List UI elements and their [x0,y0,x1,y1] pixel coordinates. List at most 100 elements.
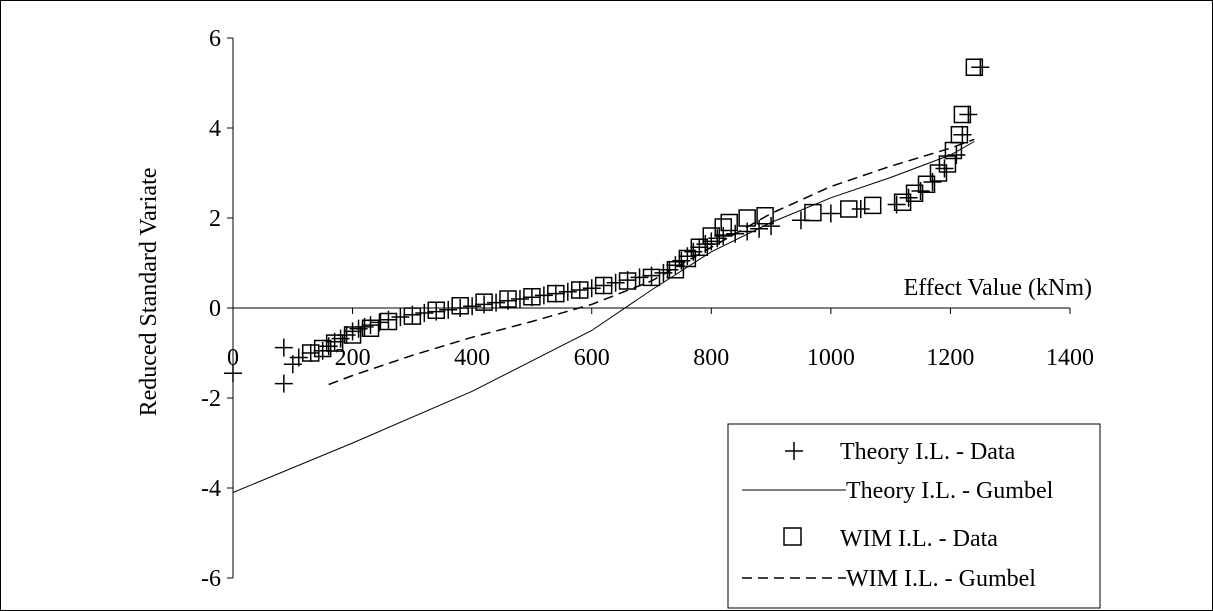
square-marker [666,261,685,279]
series-line [328,138,975,386]
plus-marker [899,188,918,207]
square-marker [905,184,924,202]
square-marker [953,105,972,124]
square-marker [475,293,493,311]
plus-marker [274,338,293,357]
legend-item-theory-gumbel: Theory I.L. - Gumbel [742,478,1054,504]
plus-marker [289,348,308,367]
plus-marker [762,217,781,236]
plus-marker [594,276,613,295]
series-3 [328,138,975,386]
square-marker [451,297,469,315]
square-marker [738,209,756,227]
square-marker [618,272,637,290]
plus-marker [558,282,577,301]
plus-marker [546,284,565,303]
square-marker [313,339,332,358]
square-marker [893,193,912,211]
legend-item-theory-data: Theory I.L. - Data [785,439,1016,465]
square-marker [917,175,936,193]
legend: Theory I.L. - Data Theory I.L. - Gumbel … [727,423,1101,609]
plus-marker [953,125,972,144]
series-line [232,141,975,493]
x-tick-label: 600 [574,345,610,371]
square-marker [403,307,422,325]
square-marker [690,238,709,256]
square-marker [720,213,738,232]
square-marker [361,319,380,337]
x-tick-label: 1200 [926,345,974,371]
square-marker [594,276,613,295]
square-marker [678,249,697,268]
plus-marker [522,288,541,307]
square-marker [547,284,565,303]
y-tick-label: 0 [209,296,221,322]
square-marker [571,281,589,299]
series-2 [301,58,984,362]
plus-marker [415,303,434,322]
legend-label-theory-gumbel: Theory I.L. - Gumbel [846,478,1054,504]
y-tick-label: 6 [209,26,221,52]
legend-label-wim-data: WIM I.L. - Data [840,526,998,552]
square-marker [702,227,721,245]
y-tick-label: -2 [201,386,221,412]
square-marker [863,196,882,215]
x-tick-label: 200 [335,345,371,371]
plus-marker [439,300,458,319]
plus-marker [487,293,506,312]
plus-marker [570,281,589,299]
series-0 [224,58,990,393]
square-marker-icon [783,527,802,546]
series-1 [232,141,975,493]
square-marker [523,288,541,306]
square-marker [840,200,858,218]
plus-marker [959,105,978,124]
square-marker [804,203,822,222]
plus-marker [618,271,637,290]
y-tick-label: -6 [201,566,221,592]
series-layer [224,58,990,493]
plus-marker [534,286,553,305]
square-marker [343,326,362,344]
square-marker [756,207,774,225]
square-marker [379,312,398,331]
square-marker [950,126,969,144]
y-tick-label: 4 [209,116,221,142]
plus-marker [463,297,482,316]
plus-marker [935,159,954,178]
x-tick-label: 0 [227,345,239,371]
square-marker [325,334,344,352]
plus-marker [630,268,649,287]
square-marker [929,164,948,182]
square-marker [499,290,517,308]
plus-marker [851,200,870,218]
square-marker [301,344,320,362]
plus-marker-icon [785,442,803,460]
plus-marker [821,204,840,223]
plus-marker [510,290,529,308]
plus-marker [370,313,389,332]
y-axis-title: Reduced Standard Variate [136,168,162,417]
square-marker [427,301,446,319]
plus-marker [391,308,410,326]
legend-label-theory-data: Theory I.L. - Data [840,439,1016,465]
legend-label-wim-gumbel: WIM I.L. - Gumbel [846,566,1036,592]
plus-marker [301,344,320,362]
x-tick-label: 1400 [1046,345,1094,371]
x-tick-label: 400 [454,345,490,371]
labels-layer: Effect Value (kNm) Reduced Standard Vari… [136,168,1092,417]
legend-item-wim-gumbel: WIM I.L. - Gumbel [742,566,1036,592]
plus-marker [971,58,990,77]
plus-marker [606,273,625,292]
y-tick-label: -4 [201,476,221,502]
plus-marker [361,316,380,335]
square-marker [714,218,732,236]
y-tick-label: 2 [209,206,221,232]
square-marker [938,155,957,173]
plus-marker [582,279,601,298]
plus-marker [274,374,293,393]
legend-item-wim-data: WIM I.L. - Data [783,526,998,552]
square-marker [642,268,661,287]
